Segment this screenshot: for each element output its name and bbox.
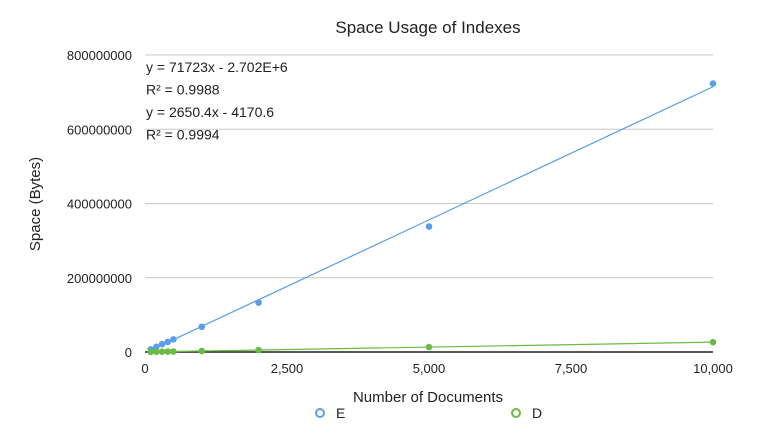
equation-annotation: y = 71723x - 2.702E+6 [146, 59, 288, 75]
point-D [425, 343, 433, 351]
y-tick-label: 600000000 [67, 122, 132, 137]
point-E [425, 223, 433, 230]
x-axis-ticks: 0 2,500 5,000 7,500 10,000 [141, 361, 733, 376]
point-D [158, 348, 166, 356]
chart-title: Space Usage of Indexes [335, 18, 520, 37]
x-tick-label: 10,000 [693, 361, 733, 376]
equation-annotations: y = 71723x - 2.702E+6 R² = 0.9988 y = 2650… [146, 59, 288, 143]
point-E [153, 343, 160, 351]
x-tick-label: 5,000 [413, 361, 446, 376]
point-E [255, 299, 262, 306]
y-tick-label: 800000000 [67, 48, 132, 63]
x-axis-title: Number of Documents [353, 389, 503, 406]
point-D [153, 348, 160, 356]
point-D [170, 348, 177, 355]
grid [145, 54, 713, 279]
y-axis-title: Space (Bytes) [27, 157, 44, 251]
equation-annotation: y = 2650.4x - 4170.6 [146, 104, 274, 120]
equation-annotation: R² = 0.9988 [146, 82, 220, 98]
legend-label-E: E [336, 405, 345, 421]
trendlines [150, 86, 714, 353]
point-D [709, 338, 717, 346]
y-axis-ticks: 0 200000000 400000000 600000000 800000000 [67, 48, 132, 360]
x-tick-label: 7,500 [555, 361, 588, 376]
point-D [255, 346, 262, 354]
x-tick-label: 2,500 [271, 361, 304, 376]
point-E [198, 323, 206, 331]
y-tick-label: 0 [125, 345, 132, 360]
point-E [170, 336, 177, 343]
point-D [164, 348, 172, 355]
y-tick-label: 400000000 [67, 197, 132, 212]
point-E [164, 338, 172, 346]
legend-marker-E [315, 408, 325, 418]
equation-annotation: R² = 0.9994 [146, 127, 220, 143]
point-E [158, 340, 166, 348]
data-points [147, 80, 717, 356]
point-D [198, 347, 206, 355]
legend-label-D: D [532, 405, 542, 421]
y-tick-label: 200000000 [67, 271, 132, 286]
point-E [709, 80, 717, 87]
trendline-E [150, 86, 714, 351]
point-D [147, 348, 154, 356]
x-tick-label: 0 [141, 361, 148, 376]
legend-marker-D [511, 408, 521, 418]
